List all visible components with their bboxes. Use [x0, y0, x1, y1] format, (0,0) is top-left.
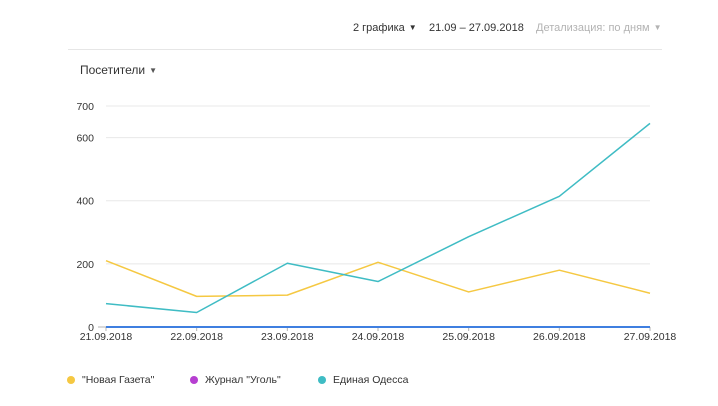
x-tick-label: 21.09.2018 — [80, 331, 133, 343]
date-range-picker[interactable]: 21.09 – 27.09.2018 — [429, 22, 524, 34]
series-line-2 — [105, 122, 651, 314]
legend-label: Единая Одесса — [333, 374, 409, 386]
x-tick-label: 25.09.2018 — [442, 331, 495, 343]
detail-dropdown[interactable]: Детализация: по дням ▼ — [536, 22, 662, 34]
metric-label: Посетители — [80, 63, 146, 77]
legend-dot-icon — [318, 376, 326, 384]
toolbar-divider — [68, 49, 662, 50]
y-tick-label: 600 — [76, 133, 94, 145]
charts-count-label: 2 графика — [353, 22, 405, 34]
date-range-label: 21.09 – 27.09.2018 — [429, 22, 524, 34]
x-tick-label: 23.09.2018 — [261, 331, 314, 343]
legend-item[interactable]: Единая Одесса — [318, 374, 408, 386]
series-line-0 — [105, 260, 651, 298]
x-tick-label: 26.09.2018 — [533, 331, 586, 343]
y-tick-label: 700 — [76, 101, 94, 113]
metric-dropdown[interactable]: Посетители ▼ — [80, 63, 157, 77]
detail-label: Детализация: по дням — [536, 22, 650, 34]
y-tick-label: 0 — [88, 322, 94, 334]
x-tick-label: 24.09.2018 — [352, 331, 405, 343]
legend-label: "Новая Газета" — [82, 374, 155, 386]
y-tick-label: 400 — [76, 196, 94, 208]
chevron-down-icon: ▼ — [149, 66, 158, 75]
x-tick-label: 27.09.2018 — [624, 331, 677, 343]
legend-label: Журнал "Уголь" — [205, 374, 281, 386]
chevron-down-icon: ▼ — [408, 23, 417, 32]
legend-item[interactable]: Журнал "Уголь" — [190, 374, 281, 386]
toolbar: 2 графика ▼ 21.09 – 27.09.2018 Детализаци… — [0, 22, 718, 42]
x-tick-label: 22.09.2018 — [170, 331, 223, 343]
legend-item[interactable]: "Новая Газета" — [67, 374, 154, 386]
legend-dot-icon — [190, 376, 198, 384]
chevron-down-icon: ▼ — [653, 23, 662, 32]
y-tick-label: 200 — [76, 259, 94, 271]
legend-dot-icon — [67, 376, 75, 384]
charts-count-dropdown[interactable]: 2 графика ▼ — [353, 22, 417, 34]
